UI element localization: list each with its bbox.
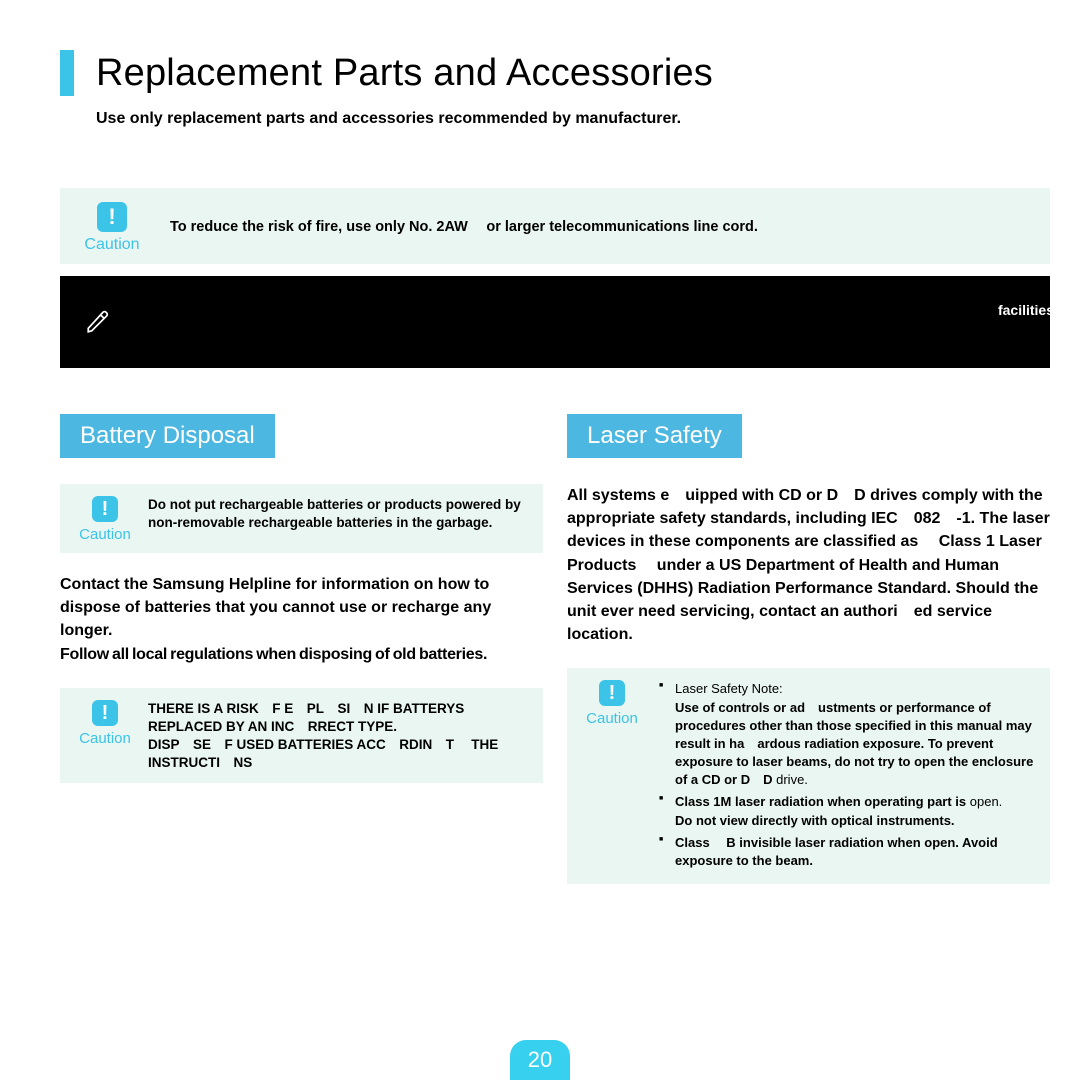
- top-caution-text: To reduce the risk of fire, use only No.…: [170, 218, 758, 238]
- laser-item1-lead: Laser Safety Note:: [675, 681, 783, 696]
- laser-list-item-1: Laser Safety Note: Use of controls or ad…: [659, 680, 1036, 789]
- pencil-icon: [82, 306, 114, 338]
- battery-caution-2-text: THERE IS A RISK F E PL SI N IF BATTERYS …: [148, 700, 529, 773]
- caution-label: Caution: [586, 710, 638, 727]
- exclamation-icon: !: [97, 202, 127, 232]
- laser-list-item-2: Class 1M laser radiation when operating …: [659, 793, 1036, 829]
- laser-item3: Class B invisible laser radiation when o…: [675, 835, 998, 868]
- caution-label: Caution: [79, 526, 131, 543]
- battery-paragraph: Contact the Samsung Helpline for informa…: [60, 573, 543, 666]
- document-page: Replacement Parts and Accessories Use on…: [0, 0, 1080, 1080]
- battery-caution-2-line2: DISP SE F USED BATTERIES ACC RDIN T THE …: [148, 737, 498, 770]
- battery-para1: Contact the Samsung Helpline for informa…: [60, 576, 491, 639]
- laser-item1-bold: Use of controls or ad ustments or perfor…: [675, 700, 1033, 788]
- caution-icon-group: ! Caution: [82, 202, 142, 254]
- caution-icon-group: ! Caution: [583, 680, 641, 727]
- caution-icon-group: ! Caution: [76, 496, 134, 543]
- exclamation-icon: !: [599, 680, 625, 706]
- laser-caution-list: Laser Safety Note: Use of controls or ad…: [659, 680, 1036, 874]
- battery-caution-2-line1: THERE IS A RISK F E PL SI N IF BATTERYS …: [148, 701, 464, 734]
- laser-paragraph: All systems e uipped with CD or D D driv…: [567, 484, 1050, 646]
- caution-icon-group: ! Caution: [76, 700, 134, 773]
- battery-caution-1-text: Do not put rechargeable batteries or pro…: [148, 496, 529, 543]
- title-accent-bar: [60, 50, 74, 96]
- two-column-layout: Battery Disposal ! Caution Do not put re…: [60, 414, 1050, 904]
- battery-para2: Follow all local regulations when dispos…: [60, 646, 487, 663]
- laser-safety-heading: Laser Safety: [567, 414, 742, 458]
- laser-item2-bold2: Do not view directly with optical instru…: [675, 813, 955, 828]
- page-title-row: Replacement Parts and Accessories: [60, 50, 1050, 96]
- left-column: Battery Disposal ! Caution Do not put re…: [60, 414, 543, 904]
- right-column: Laser Safety All systems e uipped with C…: [567, 414, 1050, 904]
- caution-label: Caution: [79, 730, 131, 747]
- page-title: Replacement Parts and Accessories: [96, 52, 713, 95]
- black-note-visible-text: facilities: [998, 302, 1054, 318]
- caution-label: Caution: [84, 236, 139, 254]
- page-number-chip: 20: [510, 1040, 570, 1080]
- battery-disposal-heading: Battery Disposal: [60, 414, 275, 458]
- top-caution-box: ! Caution To reduce the risk of fire, us…: [60, 188, 1050, 264]
- laser-item2-bold: Class 1M laser radiation when operating …: [675, 794, 966, 809]
- laser-caution: ! Caution Laser Safety Note: Use of cont…: [567, 668, 1050, 884]
- black-note-box: facilities: [60, 276, 1050, 368]
- battery-caution-2: ! Caution THERE IS A RISK F E PL SI N IF…: [60, 688, 543, 783]
- laser-item1-tail: drive.: [776, 772, 808, 787]
- page-number: 20: [528, 1047, 552, 1073]
- exclamation-icon: !: [92, 496, 118, 522]
- intro-text: Use only replacement parts and accessori…: [96, 110, 1050, 128]
- battery-caution-1: ! Caution Do not put rechargeable batter…: [60, 484, 543, 553]
- laser-list-item-3: Class B invisible laser radiation when o…: [659, 834, 1036, 870]
- exclamation-icon: !: [92, 700, 118, 726]
- laser-item2-plain: open.: [970, 794, 1003, 809]
